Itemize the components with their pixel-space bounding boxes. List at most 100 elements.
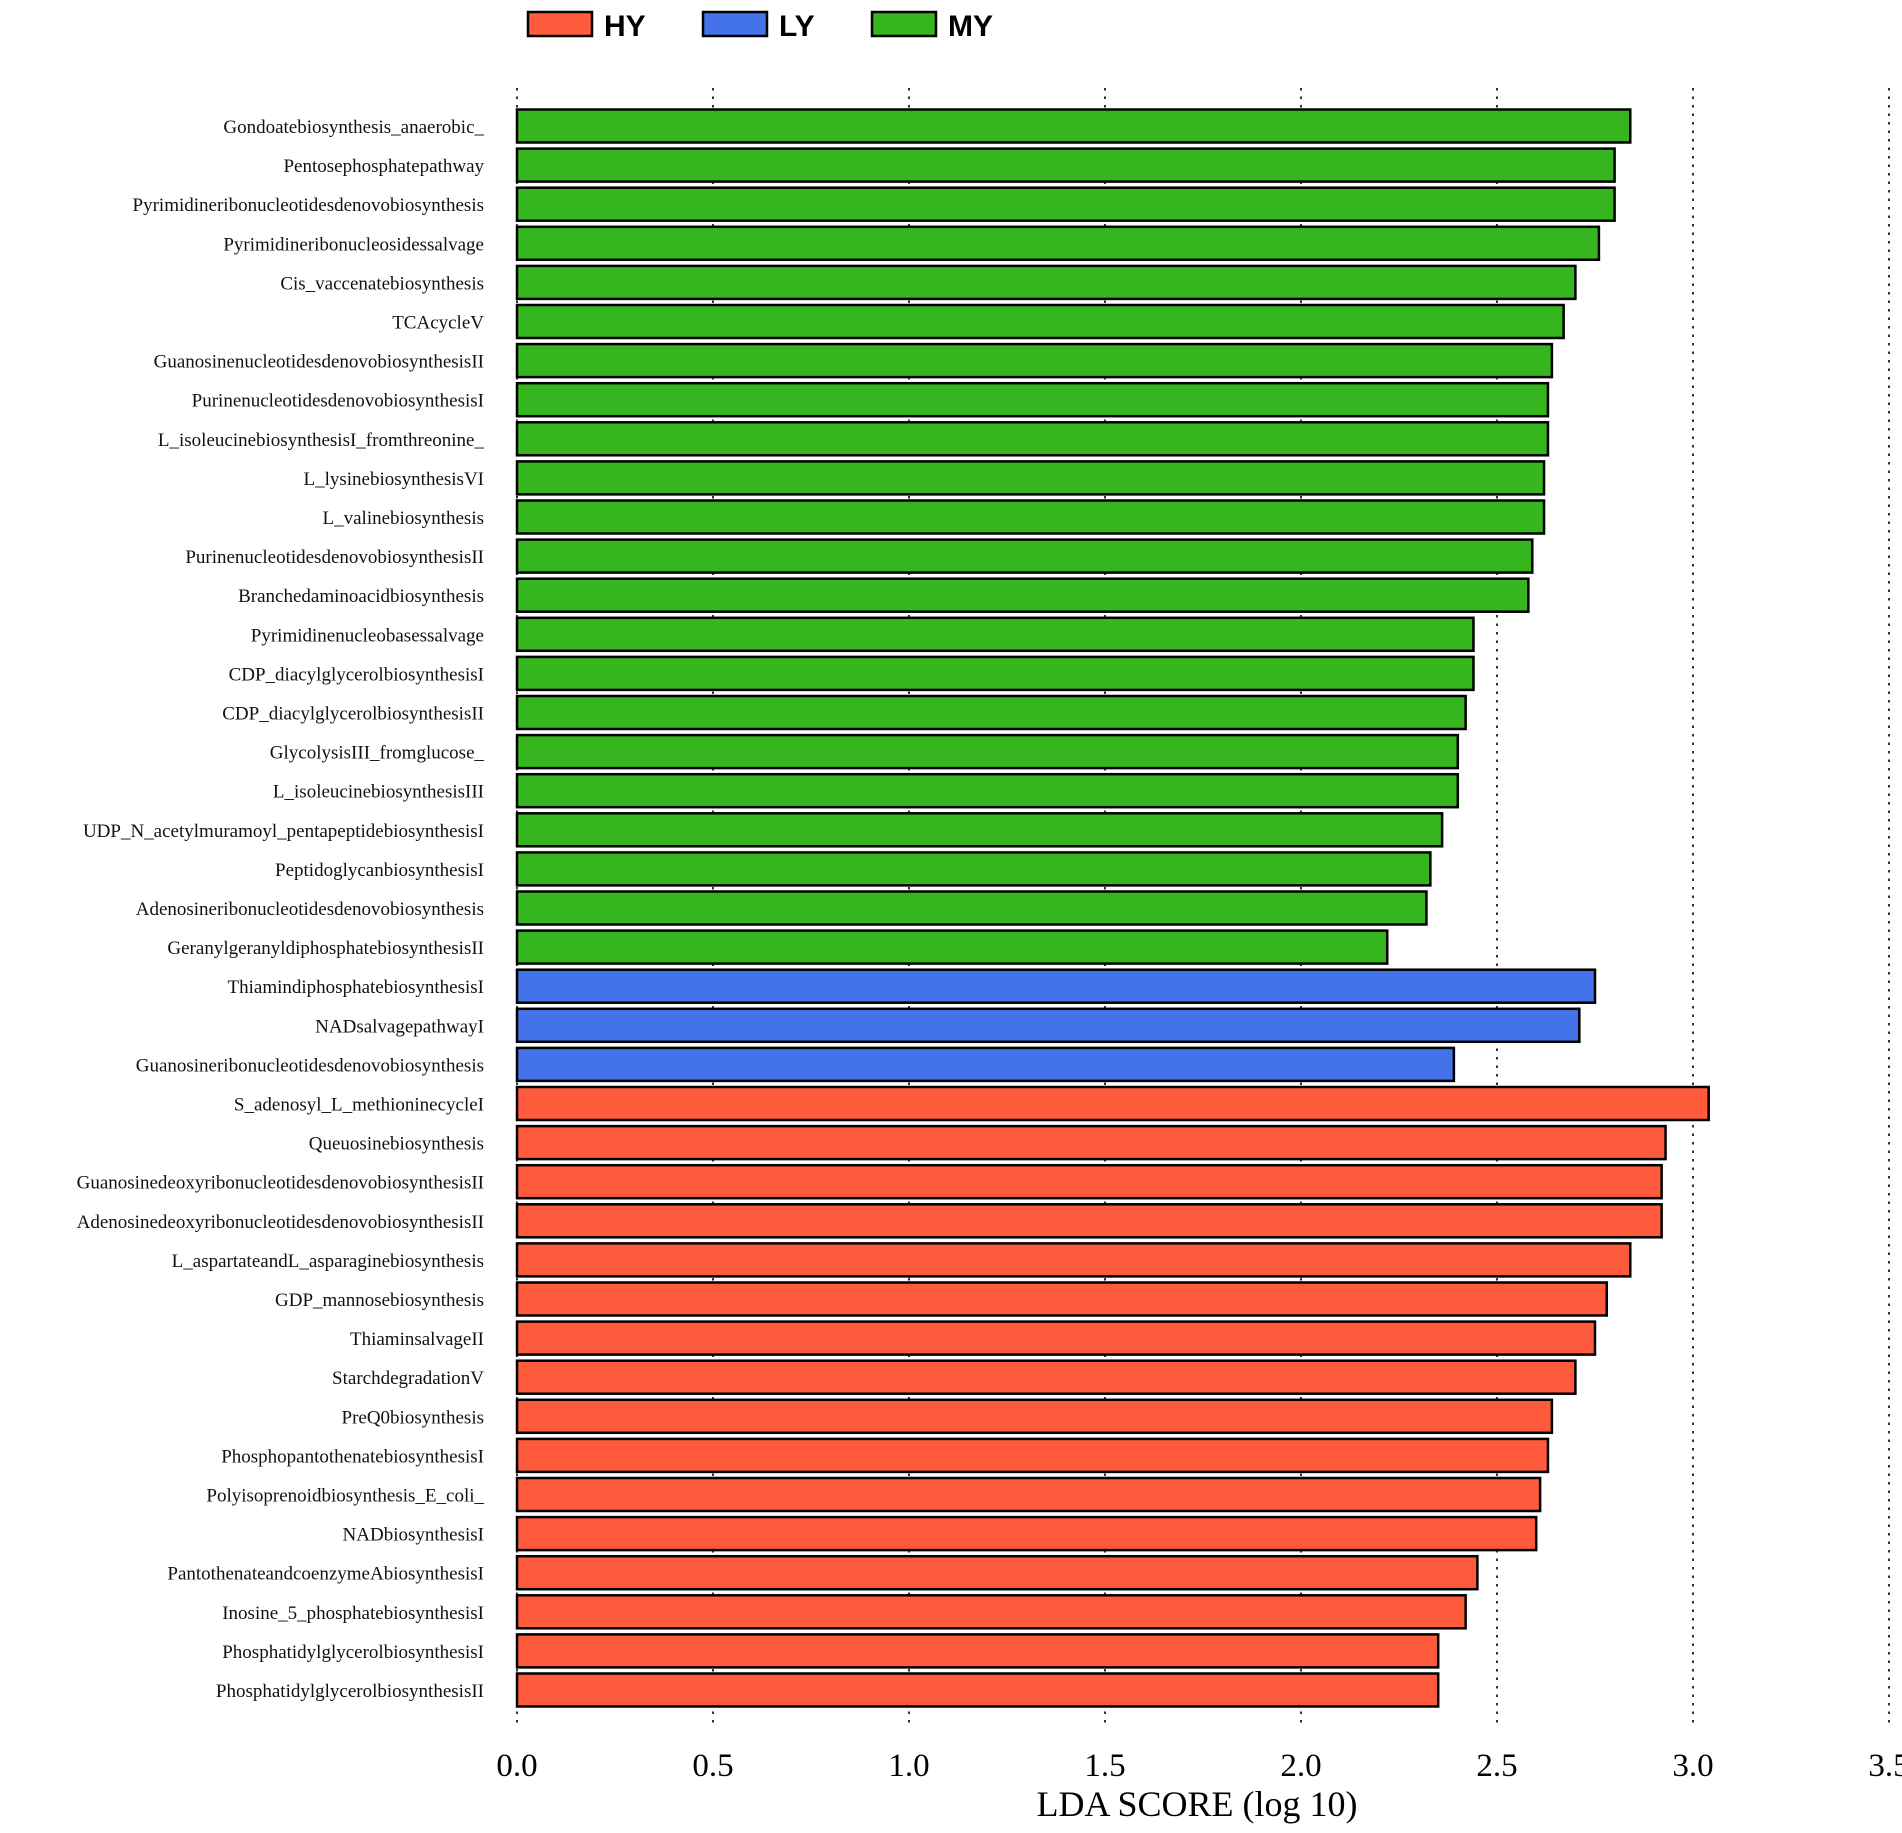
bar-guanosinenucleotidesdenovobiosynthesisii xyxy=(515,342,1554,379)
bar-queuosinebiosynthesis xyxy=(515,1124,1667,1161)
bar-inosine-5-phosphatebiosynthesisi xyxy=(515,1594,1467,1630)
category-label-l-lysinebiosynthesisvi: L_lysinebiosynthesisVI xyxy=(304,469,485,490)
category-label-cis-vaccenatebiosynthesis: Cis_vaccenatebiosynthesis xyxy=(280,273,484,294)
bar-guanosineribonucleotidesdenovobiosynthesis xyxy=(515,1046,1456,1083)
category-label-purinenucleotidesdenovobiosynthesisi: PurinenucleotidesdenovobiosynthesisI xyxy=(192,391,484,412)
category-label-pentosephosphatepathway: Pentosephosphatepathway xyxy=(283,156,484,177)
category-label-l-isoleucinebiosynthesisi-fromthreonine: L_isoleucinebiosynthesisI_fromthreonine_ xyxy=(158,430,485,451)
legend-label-hy: HY xyxy=(604,10,646,43)
bar-pyrimidineribonucleotidesdenovobiosynthesis xyxy=(515,186,1616,222)
bar-l-aspartateandl-asparaginebiosynthesis xyxy=(515,1242,1632,1278)
bar-s-adenosyl-l-methioninecyclei xyxy=(515,1085,1710,1122)
category-label-pyrimidineribonucleosidessalvage: Pyrimidineribonucleosidessalvage xyxy=(223,234,484,255)
category-label-cdp-diacylglycerolbiosynthesisii: CDP_diacylglycerolbiosynthesisII xyxy=(222,704,484,725)
category-label-geranylgeranyldiphosphatebiosynthesisii: GeranylgeranyldiphosphatebiosynthesisII xyxy=(167,938,484,959)
category-label-pantothenateandcoenzymeabiosynthesisi: PantothenateandcoenzymeAbiosynthesisI xyxy=(167,1564,484,1585)
category-label-s-adenosyl-l-methioninecyclei: S_adenosyl_L_methioninecycleI xyxy=(234,1095,484,1116)
bar-l-isoleucinebiosynthesisiii xyxy=(515,772,1460,809)
legend-swatch-hy xyxy=(526,10,594,38)
category-label-pyrimidineribonucleotidesdenovobiosynthesis: Pyrimidineribonucleotidesdenovobiosynthe… xyxy=(133,195,484,216)
category-label-adenosinedeoxyribonucleotidesdenovobiosynthesisii: Adenosinedeoxyribonucleotidesdenovobiosy… xyxy=(77,1212,484,1233)
category-label-phosphatidylglycerolbiosynthesisi: PhosphatidylglycerolbiosynthesisI xyxy=(222,1642,484,1663)
category-label-udp-n-acetylmuramoyl-pentapeptidebiosynthesisi: UDP_N_acetylmuramoyl_pentapeptidebiosynt… xyxy=(83,821,484,842)
category-label-nadbiosynthesisi: NADbiosynthesisI xyxy=(343,1525,484,1546)
category-label-polyisoprenoidbiosynthesis-e-coli: Polyisoprenoidbiosynthesis_E_coli_ xyxy=(206,1486,484,1507)
category-label-thiaminsalvageii: ThiaminsalvageII xyxy=(350,1329,484,1350)
x-tick-label-3-5: 3.5 xyxy=(1868,1748,1902,1784)
category-label-pyrimidinenucleobasessalvage: Pyrimidinenucleobasessalvage xyxy=(251,625,484,646)
category-labels: Gondoatebiosynthesis_anaerobic_ Pentoseph… xyxy=(77,117,485,1702)
bar-preq0biosynthesis xyxy=(515,1398,1554,1435)
bar-adenosinedeoxyribonucleotidesdenovobiosynthesisii xyxy=(515,1203,1663,1239)
bar-pantothenateandcoenzymeabiosynthesisi xyxy=(515,1554,1479,1591)
category-label-l-aspartateandl-asparaginebiosynthesis: L_aspartateandL_asparaginebiosynthesis xyxy=(172,1251,484,1272)
legend-label-my: MY xyxy=(948,10,993,43)
bar-cdp-diacylglycerolbiosynthesisii xyxy=(515,694,1467,731)
category-label-gondoatebiosynthesis-anaerobic: Gondoatebiosynthesis_anaerobic_ xyxy=(223,117,484,138)
bar-thiaminsalvageii xyxy=(515,1320,1597,1356)
bar-polyisoprenoidbiosynthesis-e-coli xyxy=(515,1476,1542,1513)
bar-peptidoglycanbiosynthesisi xyxy=(515,851,1432,887)
x-tick-label-1-0: 1.0 xyxy=(888,1748,929,1784)
category-label-phosphopantothenatebiosynthesisi: PhosphopantothenatebiosynthesisI xyxy=(221,1446,484,1467)
bar-purinenucleotidesdenovobiosynthesisi xyxy=(515,381,1550,418)
category-label-l-valinebiosynthesis: L_valinebiosynthesis xyxy=(323,508,484,529)
bar-guanosinedeoxyribonucleotidesdenovobiosynthesisii xyxy=(515,1163,1663,1200)
category-label-inosine-5-phosphatebiosynthesisi: Inosine_5_phosphatebiosynthesisI xyxy=(222,1603,484,1624)
category-label-phosphatidylglycerolbiosynthesisii: PhosphatidylglycerolbiosynthesisII xyxy=(216,1681,484,1702)
x-axis-ticks: 0.0 0.5 1.0 1.5 2.0 2.5 3.0 3.5 xyxy=(496,1748,1902,1784)
category-label-guanosineribonucleotidesdenovobiosynthesis: Guanosineribonucleotidesdenovobiosynthes… xyxy=(136,1055,484,1076)
category-label-glycolysisiii-fromglucose: GlycolysisIII_fromglucose_ xyxy=(270,743,485,764)
x-axis-title: LDA SCORE (log 10) xyxy=(1036,1784,1357,1824)
bar-pyrimidinenucleobasessalvage xyxy=(515,616,1475,653)
category-label-tcacyclev: TCAcycleV xyxy=(392,313,484,334)
bar-gondoatebiosynthesis-anaerobic xyxy=(515,108,1632,144)
bar-l-lysinebiosynthesisvi xyxy=(515,460,1546,496)
category-label-l-isoleucinebiosynthesisiii: L_isoleucinebiosynthesisIII xyxy=(273,782,484,803)
category-label-thiamindiphosphatebiosynthesisi: ThiamindiphosphatebiosynthesisI xyxy=(228,977,484,998)
bar-nadsalvagepathwayi xyxy=(515,1007,1581,1044)
legend-label-ly: LY xyxy=(779,10,815,43)
bar-pyrimidineribonucleosidessalvage xyxy=(515,225,1601,262)
bar-tcacyclev xyxy=(515,303,1565,340)
bar-udp-n-acetylmuramoyl-pentapeptidebiosynthesisi xyxy=(515,812,1444,848)
bar-l-isoleucinebiosynthesisi-fromthreonine xyxy=(515,421,1550,457)
bar-purinenucleotidesdenovobiosynthesisii xyxy=(515,538,1534,574)
bar-l-valinebiosynthesis xyxy=(515,499,1546,535)
bar-phosphatidylglycerolbiosynthesisii xyxy=(515,1672,1440,1708)
bar-geranylgeranyldiphosphatebiosynthesisii xyxy=(515,929,1389,965)
bar-gdp-mannosebiosynthesis xyxy=(515,1281,1609,1317)
bar-pentosephosphatepathway xyxy=(515,147,1616,183)
bar-cis-vaccenatebiosynthesis xyxy=(515,264,1577,301)
bar-branchedaminoacidbiosynthesis xyxy=(515,577,1530,613)
bar-phosphopantothenatebiosynthesisi xyxy=(515,1437,1550,1474)
category-label-cdp-diacylglycerolbiosynthesisi: CDP_diacylglycerolbiosynthesisI xyxy=(229,664,484,685)
category-label-peptidoglycanbiosynthesisi: PeptidoglycanbiosynthesisI xyxy=(275,860,484,881)
category-label-gdp-mannosebiosynthesis: GDP_mannosebiosynthesis xyxy=(275,1290,484,1311)
category-label-guanosinenucleotidesdenovobiosynthesisii: GuanosinenucleotidesdenovobiosynthesisII xyxy=(154,352,484,373)
bar-nadbiosynthesisi xyxy=(515,1515,1538,1552)
bar-phosphatidylglycerolbiosynthesisi xyxy=(515,1633,1440,1669)
category-label-nadsalvagepathwayi: NADsalvagepathwayI xyxy=(315,1016,484,1037)
category-label-queuosinebiosynthesis: Queuosinebiosynthesis xyxy=(309,1134,484,1155)
bar-starchdegradationv xyxy=(515,1359,1577,1395)
x-tick-label-3-0: 3.0 xyxy=(1672,1748,1713,1784)
bars xyxy=(515,108,1710,1708)
x-tick-label-0-0: 0.0 xyxy=(496,1748,537,1784)
bar-glycolysisiii-fromglucose xyxy=(515,733,1460,770)
category-label-purinenucleotidesdenovobiosynthesisii: PurinenucleotidesdenovobiosynthesisII xyxy=(185,547,484,568)
category-label-adenosineribonucleotidesdenovobiosynthesis: Adenosineribonucleotidesdenovobiosynthes… xyxy=(136,899,484,920)
bar-thiamindiphosphatebiosynthesisi xyxy=(515,968,1597,1004)
bar-cdp-diacylglycerolbiosynthesisi xyxy=(515,655,1475,692)
category-label-branchedaminoacidbiosynthesis: Branchedaminoacidbiosynthesis xyxy=(238,586,484,607)
category-label-preq0biosynthesis: PreQ0biosynthesis xyxy=(342,1407,485,1428)
x-tick-label-1-5: 1.5 xyxy=(1084,1748,1125,1784)
legend-swatch-ly xyxy=(701,10,769,38)
x-tick-label-2-5: 2.5 xyxy=(1476,1748,1517,1784)
x-tick-label-2-0: 2.0 xyxy=(1280,1748,1321,1784)
legend: HY LY MY xyxy=(526,10,993,43)
category-label-starchdegradationv: StarchdegradationV xyxy=(332,1368,484,1389)
legend-swatch-my xyxy=(870,10,938,38)
